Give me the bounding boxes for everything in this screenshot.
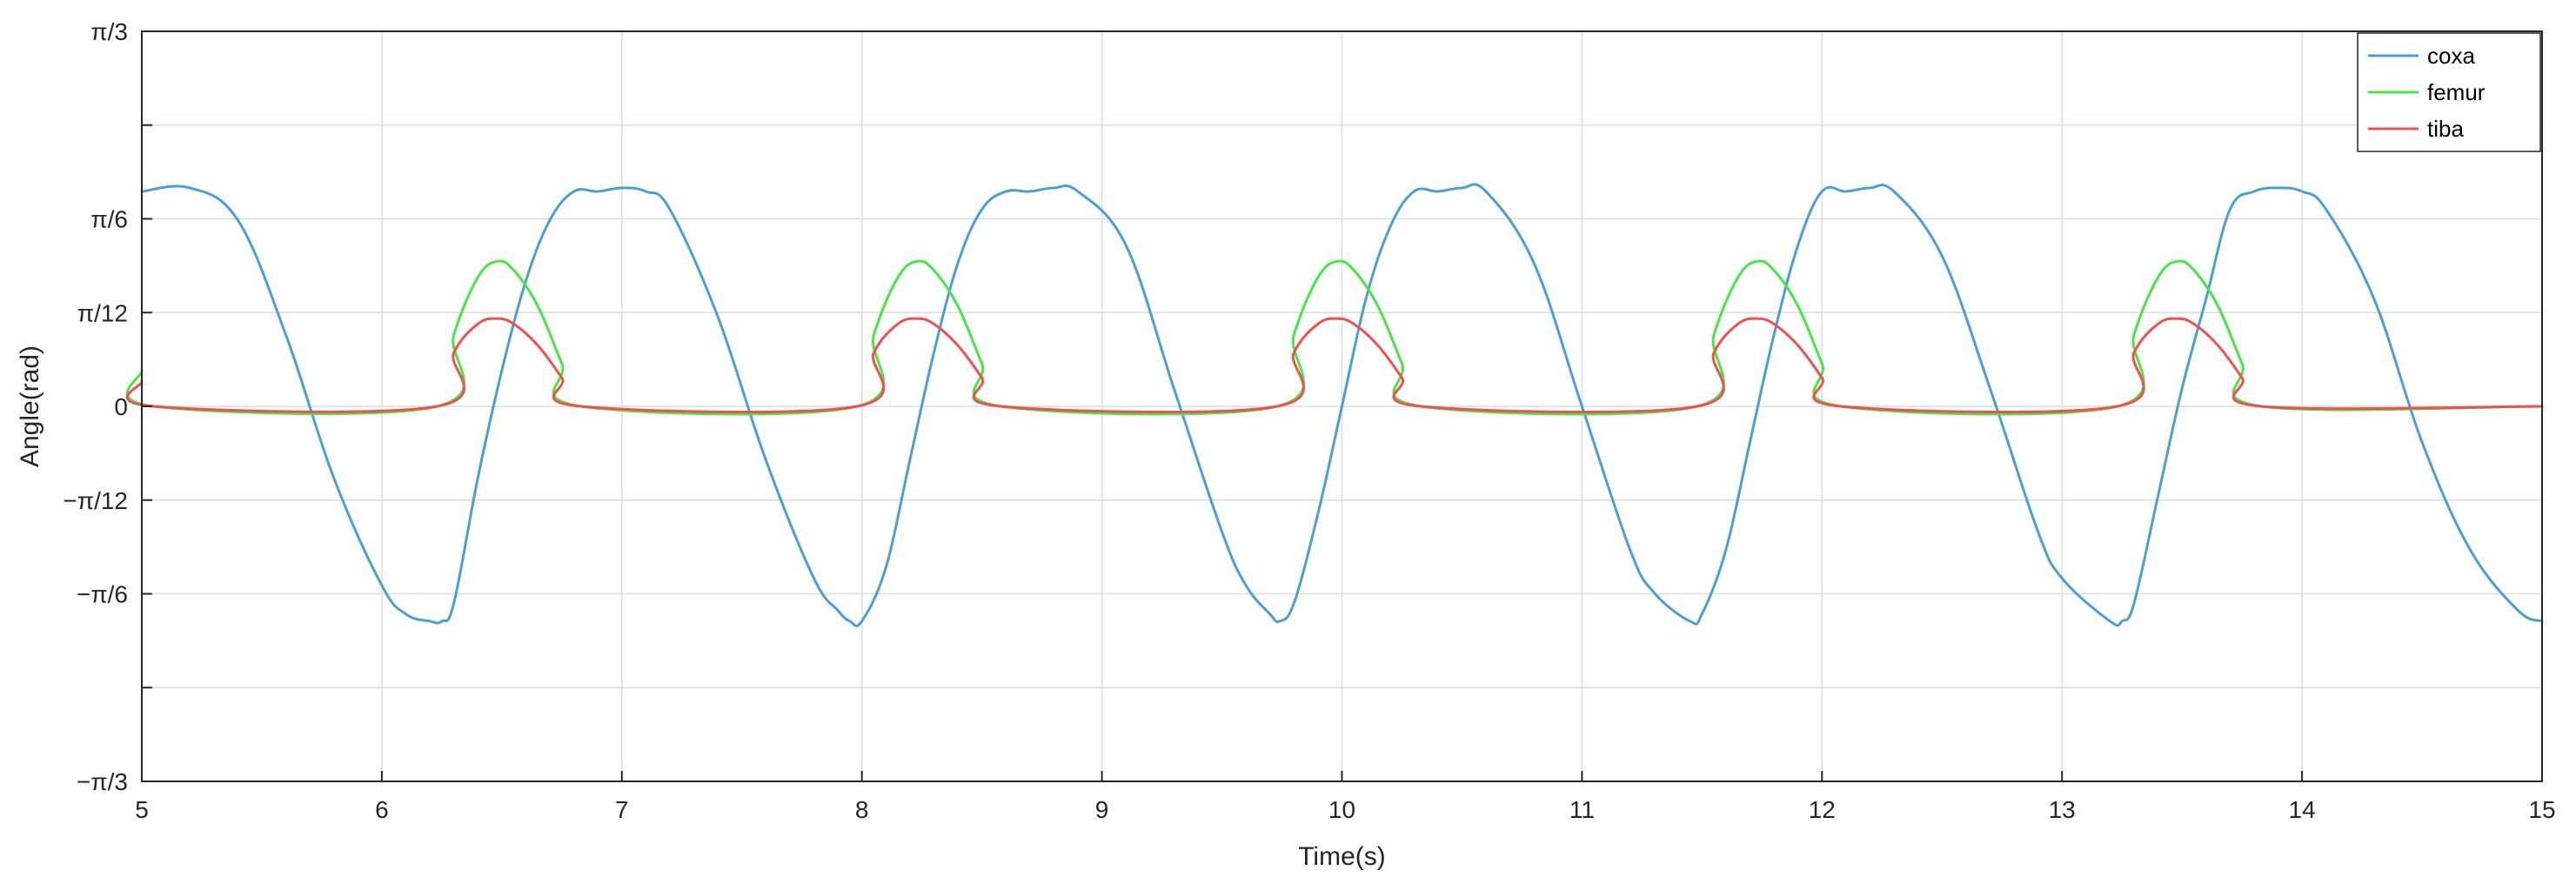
legend-label-coxa: coxa [2427,43,2475,69]
x-tick-label: 6 [375,796,389,823]
legend: coxa femur tiba [2357,32,2541,152]
x-tick-label: 10 [1328,796,1355,823]
x-tick-label: 14 [2289,796,2316,823]
x-tick-label: 15 [2528,796,2555,823]
series-layer [125,183,2544,627]
y-tick-label: −π/12 [63,487,128,514]
x-tick-label: 9 [1095,796,1109,823]
x-tick-label: 13 [2049,796,2076,823]
legend-label-tiba: tiba [2427,116,2464,142]
x-tick-label: 11 [1569,796,1595,823]
y-tick-label: π/6 [90,206,128,233]
x-tick-label: 5 [135,796,149,823]
series-line-tiba [125,317,2544,414]
y-axis-label: Angle(rad) [16,345,44,467]
legend-label-femur: femur [2427,79,2486,105]
x-tick-label: 7 [615,796,629,823]
series-line-coxa [140,183,2544,627]
y-axis-ticks: π/3 π/6 π/12 0 −π/12 −π/6 −π/3 [63,18,152,795]
x-axis-ticks: 5 6 7 8 9 10 11 12 13 14 15 [135,771,2556,823]
x-axis-label: Time(s) [1298,842,1386,871]
y-tick-label: −π/6 [77,581,128,608]
x-tick-label: 12 [1809,796,1836,823]
x-tick-label: 8 [855,796,869,823]
y-tick-label: π/12 [77,299,128,326]
y-tick-label: 0 [114,393,128,420]
y-tick-label: π/3 [90,18,128,45]
y-tick-label: −π/3 [77,768,128,795]
